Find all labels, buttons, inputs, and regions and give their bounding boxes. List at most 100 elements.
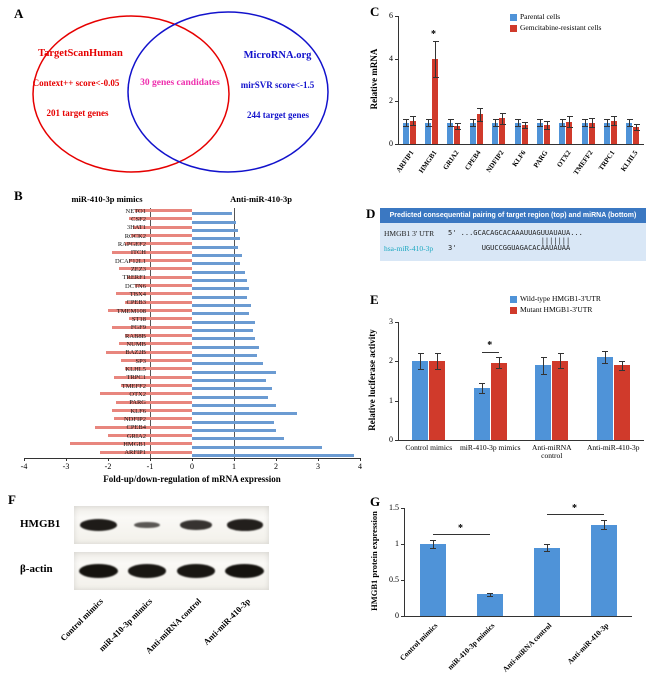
error-cap — [557, 353, 564, 355]
gene-label: FGF9 — [130, 324, 146, 332]
bar-anti — [192, 395, 268, 399]
error-cap — [544, 551, 550, 553]
bar-mimics — [112, 250, 192, 254]
bar-anti — [192, 245, 239, 249]
bar — [559, 122, 566, 144]
y-tick-mark — [395, 322, 398, 323]
error-cap — [470, 125, 477, 127]
legend-swatch — [510, 307, 517, 314]
y-tick-label: 1 — [395, 539, 399, 548]
panel-a-label: A — [14, 6, 24, 21]
bar-anti — [192, 445, 323, 449]
pairing-row-bars: ||||||| — [384, 238, 642, 245]
y-tick-label: 3 — [389, 317, 393, 326]
bar-mimics — [135, 284, 192, 287]
error-cap — [447, 119, 454, 121]
x-tick-label: 1 — [232, 462, 236, 471]
error-cap — [601, 528, 607, 530]
bar-anti — [192, 403, 276, 407]
error-bar — [502, 113, 504, 124]
bar-anti — [192, 237, 241, 241]
x-category-label: Anti-miRNA control — [531, 443, 572, 461]
panel-f: F HMGB1 β-actin Control mimics miR-410-3p… — [6, 492, 358, 682]
bar-mimics — [112, 325, 192, 329]
x-tick-label: 2 — [274, 462, 278, 471]
gene-label: ITCH — [130, 249, 146, 257]
bar-mimics — [114, 375, 192, 379]
panel-a: A TargetScanHuman Context++ score<-0.05 … — [6, 2, 340, 184]
legend-swatch — [510, 296, 517, 303]
error-cap — [515, 125, 521, 127]
bar — [588, 122, 595, 144]
pairing-row-target: HMGB1 3' UTR 5' ...GCACAGCACAAAUUAGUUAUA… — [384, 229, 642, 238]
gene-label: ZEZ3 — [130, 265, 146, 273]
blot-row-label-actin: β-actin — [20, 563, 53, 575]
bar-mimics — [116, 292, 192, 296]
bar-anti — [192, 295, 247, 299]
legend-label: Gemcitabine-resistant cells — [520, 23, 602, 32]
bar-mimics — [108, 434, 192, 437]
x-tick-mark — [66, 458, 67, 461]
gene-label: TRPC1 — [126, 374, 146, 382]
bar — [535, 365, 552, 440]
bar-mimics — [116, 400, 192, 404]
significance-bracket — [546, 514, 604, 516]
gene-label: DCTN6 — [125, 282, 146, 290]
error-cap — [557, 367, 564, 369]
error-cap — [566, 126, 573, 128]
error-bar — [420, 353, 422, 370]
blot-band-hmgb1 — [226, 519, 263, 531]
x-tick-mark — [234, 458, 235, 461]
pairing-row-mirna: hsa-miR-410-3p 3' UGUCCGGUAGACACAAUAUAA — [384, 244, 642, 253]
error-cap — [633, 130, 640, 132]
y-tick-label: 2 — [389, 96, 393, 106]
blot-band-hmgb1 — [133, 521, 161, 529]
bar — [473, 388, 490, 440]
gene-label: NUMB — [126, 340, 146, 348]
bar-anti — [192, 387, 272, 391]
bar-mimics — [99, 392, 192, 396]
error-cap — [582, 125, 589, 127]
x-axis — [398, 440, 644, 441]
error-cap — [447, 125, 454, 127]
bar-anti — [192, 312, 249, 316]
error-bar — [560, 353, 562, 368]
gene-label: TBX4 — [129, 290, 146, 298]
bar — [492, 122, 499, 144]
bar-mimics — [112, 409, 192, 412]
bar — [476, 594, 503, 616]
error-bar — [405, 119, 407, 126]
bar-mimics — [131, 234, 192, 237]
significance-asterisk: * — [458, 522, 463, 534]
bar-mimics — [108, 309, 192, 312]
gene-label: TMEM108 — [116, 307, 146, 315]
error-cap — [410, 124, 417, 126]
y-tick-mark — [395, 440, 398, 441]
error-cap — [619, 369, 626, 371]
error-bar — [450, 119, 452, 126]
error-cap — [602, 350, 609, 352]
x-tick-label: 0 — [190, 462, 194, 471]
error-cap — [522, 121, 528, 123]
gene-label: KLHL5 — [125, 365, 146, 373]
blot-band-actin — [78, 564, 118, 578]
significance-bracket — [432, 533, 490, 535]
y-tick-mark — [395, 58, 398, 60]
target-label: HMGB1 3' UTR — [384, 229, 435, 238]
panel-d: D Predicted consequential pairing of tar… — [362, 206, 650, 290]
bar — [543, 124, 550, 144]
y-tick-label: 0.5 — [389, 575, 399, 584]
error-cap — [496, 356, 503, 358]
y-tick-label: 0 — [395, 611, 399, 620]
error-cap — [611, 124, 618, 126]
error-cap — [403, 125, 410, 127]
panel-g: G HMGB1 protein expression 0 0.5 1 1.5 Contr… — [362, 492, 650, 683]
significance-asterisk: * — [572, 503, 577, 515]
error-bar — [428, 119, 430, 126]
bar-mimics — [124, 334, 192, 337]
gene-label: ARFIP1 — [124, 449, 146, 457]
y-tick-label: 2 — [389, 356, 393, 366]
error-cap — [434, 353, 441, 355]
panel-c: C Relative mRNA 0 2 4 6 Parental cells Gemcit… — [362, 2, 650, 204]
y-tick-mark — [401, 544, 404, 545]
